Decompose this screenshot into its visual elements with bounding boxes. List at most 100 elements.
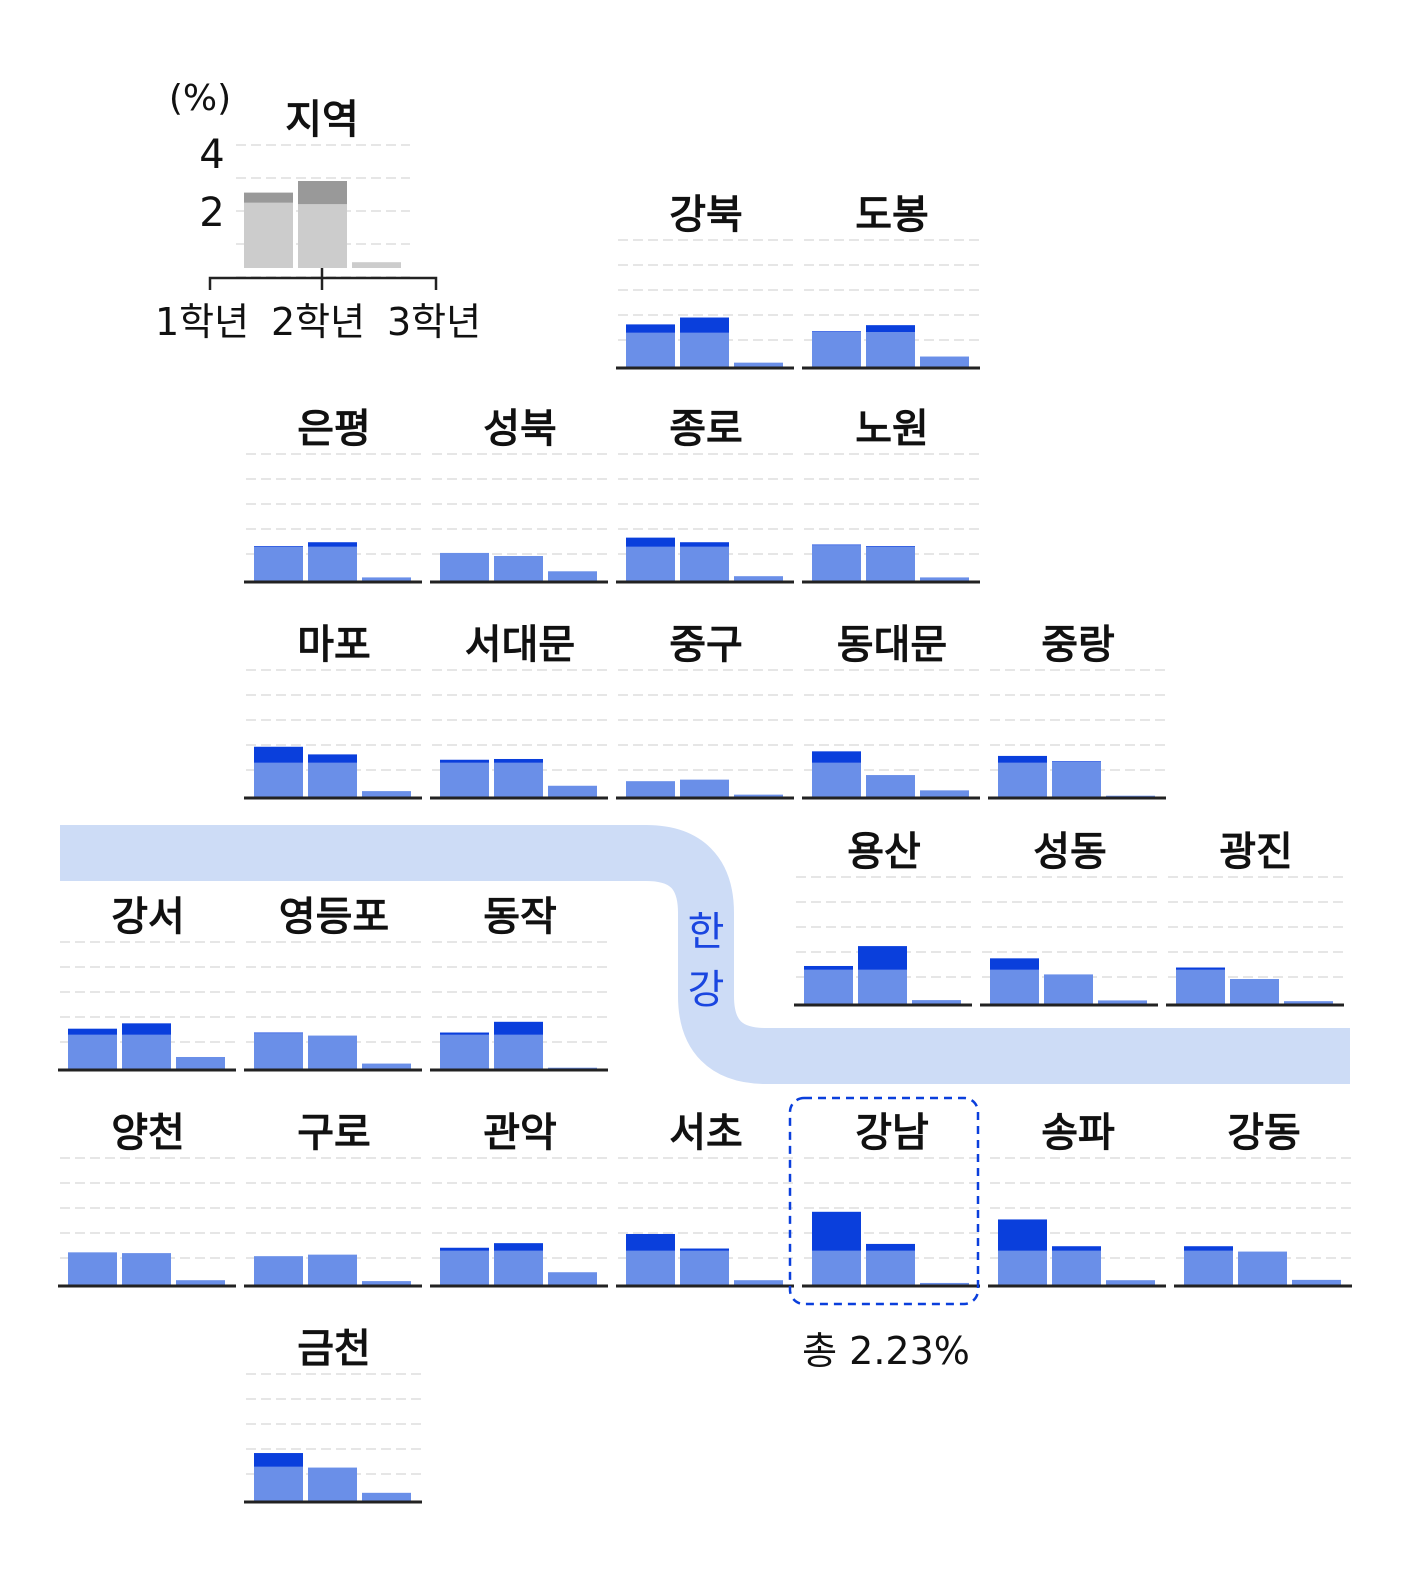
district-panel: 용산 [794,829,972,1007]
bar-segment-base [1184,1250,1233,1286]
district-name: 중구 [669,622,743,668]
bar-segment-top [998,755,1047,763]
bar-segment-top [440,759,489,763]
district-name: 서초 [669,1110,743,1156]
district-name: 종로 [669,406,743,452]
bar-segment-top [254,1453,303,1467]
bar-segment-base [308,546,357,582]
bar-segment-base [680,546,729,582]
bar-segment-base [254,1256,303,1286]
bar-segment-top [308,542,357,547]
bar-segment-base [362,1063,411,1070]
bar-segment-top [254,1032,303,1034]
bar-segment-base [1230,978,1279,1005]
bar-segment-base [68,1034,117,1070]
bar-segment-top [866,1243,915,1251]
legend-unit: (%) [169,78,231,119]
bar-segment-base [734,794,783,798]
bar-segment-base [1292,1279,1341,1286]
bar-segment-top [866,546,915,547]
bar-segment-top [680,1248,729,1251]
legend: (%) 지역 4 2 1학년 2학년 3학년 [155,78,481,344]
bar-segment-top [254,546,303,547]
bar-segment-base [1052,1250,1101,1286]
bar-segment-base [866,775,915,798]
district-name: 광진 [1219,829,1293,875]
bar-segment-base [494,555,543,582]
legend-grade-bracket [208,268,438,290]
bar-segment-top [680,317,729,333]
bar-segment-top [122,1023,171,1035]
bar-segment-base [812,1250,861,1286]
bar-segment-base [68,1252,117,1286]
district-panel: 도봉 [802,192,980,370]
han-river [60,825,1350,1084]
district-panel: 성동 [980,829,1158,1007]
district-name: 서대문 [465,622,575,668]
bar-segment-base [548,785,597,798]
bar-segment-base [176,1280,225,1286]
bar-segment-base [362,1281,411,1286]
bar-segment-top [812,544,861,546]
highlight: 총 2.23% [788,1096,980,1373]
district-name: 노원 [855,406,929,452]
bar-segment-base [866,546,915,582]
bar-segment-base [254,762,303,798]
bar-segment-base [1176,969,1225,1005]
district-panel: 금천 [244,1326,422,1504]
bar-segment-top [1184,1246,1233,1251]
district-panel: 서대문 [430,622,608,800]
bar-segment-top [494,758,543,763]
bar-segment-base [1238,1251,1287,1286]
bar-segment-top [440,1247,489,1251]
district-panel: 노원 [802,406,980,584]
bar-segment-base [858,969,907,1005]
bar-segment-base [1052,762,1101,798]
bar-segment-base [1044,974,1093,1005]
district-panel: 영등포 [244,894,422,1072]
district-panel: 성북 [430,406,608,584]
bar-segment-base [548,1272,597,1286]
district-name: 관악 [483,1110,557,1156]
district-name: 동대문 [837,622,947,668]
legend-bar-base [298,204,347,268]
bar-segment-base [998,762,1047,798]
district-panel: 중구 [616,622,794,800]
legend-grade-label: 1학년 [155,300,249,344]
bar-segment-base [440,552,489,582]
district-name: 송파 [1041,1110,1115,1156]
district-panel: 서초 [616,1110,794,1288]
district-name: 용산 [847,829,921,875]
bar-segment-base [990,969,1039,1005]
district-name: 성동 [1033,829,1107,875]
bar-segment-top [1052,1246,1101,1251]
bar-segment-base [254,1466,303,1502]
highlight-box [788,1096,980,1306]
district-panel: 구로 [244,1110,422,1288]
bar-segment-base [626,332,675,368]
bar-segment-top [858,946,907,970]
bar-segment-top [626,1233,675,1251]
district-name: 중랑 [1041,622,1115,668]
bar-segment-top [804,965,853,970]
district-name: 강서 [111,894,185,940]
district-panel: 강남 [802,1110,980,1288]
district-name: 영등포 [279,894,389,940]
bar-segment-top [494,1243,543,1251]
bar-segment-base [308,762,357,798]
bar-segment-top [990,958,1039,970]
bar-segment-base [362,1492,411,1502]
bar-segment-top [494,1021,543,1035]
district-name: 도봉 [855,192,929,238]
bar-segment-top [998,1219,1047,1251]
district-panel: 광진 [1166,829,1344,1007]
bar-segment-base [812,545,861,582]
legend-bar-base [352,262,401,268]
bar-segment-base [680,779,729,798]
bar-segment-base [812,762,861,798]
district-panel: 강동 [1174,1110,1352,1288]
bar-segment-base [308,1035,357,1070]
bar-segment-base [122,1034,171,1070]
